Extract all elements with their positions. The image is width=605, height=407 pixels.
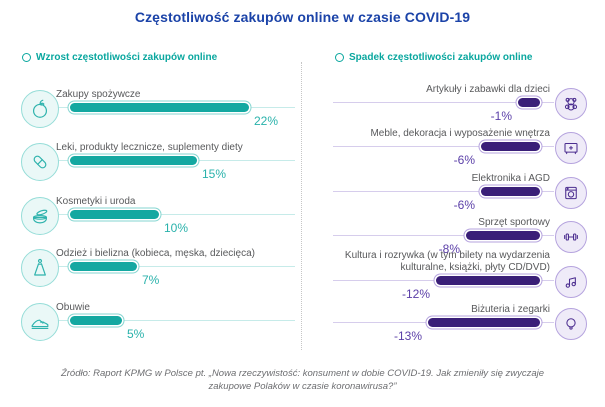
value-bar — [70, 262, 137, 271]
pill-icon — [21, 143, 59, 181]
bar-row: Sprzęt sportowy -8% — [310, 200, 590, 260]
value-label: 15% — [202, 167, 227, 181]
bar-row: Artykuły i zabawki dla dzieci -1% — [310, 67, 590, 127]
sneaker-icon — [21, 303, 59, 341]
category-label: Odzież i bielizna (kobieca, męska, dziec… — [56, 248, 255, 259]
decrease-panel: Artykuły i zabawki dla dzieci -1% Meble,… — [310, 0, 590, 360]
dumbbell-icon — [555, 221, 587, 253]
decrease-section-header: Spadek częstotliwości zakupów online — [335, 52, 532, 63]
value-label: -6% — [453, 198, 475, 212]
bar-row: Obuwie 5% — [20, 285, 295, 345]
value-label: -13% — [393, 329, 422, 343]
source-line-2: zakupowe Polaków w czasie koronawirusa?” — [208, 381, 397, 392]
value-label: -1% — [490, 109, 512, 123]
increase-section-title: Wzrost częstotliwości zakupów online — [36, 52, 218, 63]
category-label: Elektronika i AGD — [471, 173, 550, 184]
circle-bullet-icon — [335, 53, 344, 62]
dress-icon — [21, 249, 59, 287]
bar-row: Meble, dekoracja i wyposażenie wnętrza -… — [310, 111, 590, 171]
value-bar — [466, 231, 540, 240]
washing-machine-icon — [555, 177, 587, 209]
value-bar — [70, 156, 197, 165]
category-label: Kultura i rozrywka (w tym bilety na wyda… — [344, 250, 550, 273]
value-label: 5% — [127, 327, 145, 341]
music-note-icon — [555, 266, 587, 298]
value-label: -12% — [401, 287, 430, 301]
source-line-1: Źródło: Raport KPMG w Polsce pt. „Nowa r… — [60, 368, 545, 379]
bar-row: Zakupy spożywcze 22% — [20, 72, 295, 132]
source-note: Źródło: Raport KPMG w Polsce pt. „Nowa r… — [0, 367, 605, 393]
circle-bullet-icon — [22, 53, 31, 62]
bar-track-line — [333, 191, 554, 192]
value-label: 10% — [164, 221, 189, 235]
cosmetics-icon — [21, 197, 59, 235]
value-bar — [481, 187, 540, 196]
value-label: 22% — [254, 114, 279, 128]
necklace-icon — [555, 308, 587, 340]
bar-row: Kultura i rozrywka (w tym bilety na wyda… — [310, 245, 590, 305]
increase-panel: Zakupy spożywcze 22% Leki, produkty lecz… — [20, 0, 295, 360]
apple-icon — [21, 90, 59, 128]
bar-row: Odzież i bielizna (kobieca, męska, dziec… — [20, 231, 295, 291]
bar-row: Elektronika i AGD -6% — [310, 156, 590, 216]
category-label: Meble, dekoracja i wyposażenie wnętrza — [370, 128, 550, 139]
category-label: Sprzęt sportowy — [478, 217, 550, 228]
teddy-bear-icon — [555, 88, 587, 120]
category-label: Artykuły i zabawki dla dzieci — [426, 84, 550, 95]
bar-track-line — [333, 146, 554, 147]
bar-track-line — [58, 320, 295, 321]
increase-section-header: Wzrost częstotliwości zakupów online — [22, 52, 217, 63]
value-bar — [428, 318, 540, 327]
category-label: Leki, produkty lecznicze, suplementy die… — [56, 142, 243, 153]
value-bar — [70, 103, 249, 112]
value-label: -6% — [453, 153, 475, 167]
category-label: Biżuteria i zegarki — [471, 304, 550, 315]
value-label: -8% — [438, 242, 460, 256]
value-bar — [436, 276, 540, 285]
value-label: 7% — [142, 273, 160, 287]
vertical-dotted-divider — [301, 62, 302, 350]
value-bar — [481, 142, 540, 151]
category-label: Zakupy spożywcze — [56, 89, 141, 100]
category-label: Obuwie — [56, 302, 90, 313]
value-bar — [70, 210, 159, 219]
value-bar — [70, 316, 122, 325]
bar-track-line — [58, 214, 295, 215]
decrease-section-title: Spadek częstotliwości zakupów online — [349, 52, 533, 63]
cabinet-icon — [555, 132, 587, 164]
value-bar — [518, 98, 540, 107]
bar-row: Biżuteria i zegarki -13% — [310, 287, 590, 347]
category-label: Kosmetyki i uroda — [56, 196, 136, 207]
bar-track-line — [58, 266, 295, 267]
bar-row: Kosmetyki i uroda 10% — [20, 179, 295, 239]
bar-row: Leki, produkty lecznicze, suplementy die… — [20, 125, 295, 185]
bar-track-line — [333, 102, 554, 103]
page-title: Częstotliwość zakupów online w czasie CO… — [134, 9, 471, 25]
bar-track-line — [333, 235, 554, 236]
